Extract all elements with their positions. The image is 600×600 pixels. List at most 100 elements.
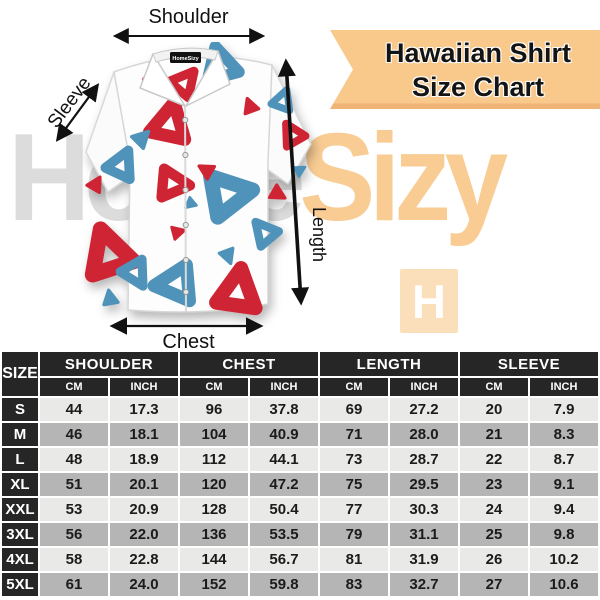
measurement-value: 96 — [178, 396, 250, 423]
size-label: 4XL — [0, 546, 40, 573]
measurement-value: 112 — [178, 446, 250, 473]
measurement-value: 31.9 — [388, 546, 460, 573]
table-row: M 46 18.1 104 40.9 71 28.0 21 8.3 — [0, 421, 600, 448]
unit-header-cm: CM — [318, 376, 390, 398]
measurement-value: 44 — [38, 396, 110, 423]
measurement-value: 71 — [318, 421, 390, 448]
measurement-value: 56.7 — [248, 546, 320, 573]
measurement-value: 26 — [458, 546, 530, 573]
measurement-value: 8.3 — [528, 421, 600, 448]
size-label: M — [0, 421, 40, 448]
measurement-value: 29.5 — [388, 471, 460, 498]
measurement-value: 53 — [38, 496, 110, 523]
measurement-value: 81 — [318, 546, 390, 573]
measurement-value: 24.0 — [108, 571, 180, 598]
measurement-value: 23 — [458, 471, 530, 498]
sleeve-column-header: SLEEVE — [458, 350, 600, 378]
size-label: 3XL — [0, 521, 40, 548]
measurement-value: 27 — [458, 571, 530, 598]
shirt-placket — [184, 105, 187, 313]
measurement-value: 18.9 — [108, 446, 180, 473]
measurement-value: 28.0 — [388, 421, 460, 448]
measurement-value: 152 — [178, 571, 250, 598]
measurement-value: 21 — [458, 421, 530, 448]
shoulder-column-header: SHOULDER — [38, 350, 180, 378]
banner-line-1: Hawaiian Shirt — [384, 37, 572, 68]
measurement-value: 31.1 — [388, 521, 460, 548]
measurement-value: 47.2 — [248, 471, 320, 498]
measurement-value: 79 — [318, 521, 390, 548]
unit-header-cm: CM — [458, 376, 530, 398]
measurement-value: 73 — [318, 446, 390, 473]
measurement-value: 20.1 — [108, 471, 180, 498]
measurement-value: 104 — [178, 421, 250, 448]
measurement-value: 9.8 — [528, 521, 600, 548]
unit-header-inch: INCH — [248, 376, 320, 398]
measurement-value: 53.5 — [248, 521, 320, 548]
banner-line-2: Size Chart — [411, 71, 545, 102]
size-label: 5XL — [0, 571, 40, 598]
title-banner: Hawaiian Shirt Size Chart — [330, 30, 600, 109]
size-label: XL — [0, 471, 40, 498]
measurement-value: 25 — [458, 521, 530, 548]
measurement-value: 18.1 — [108, 421, 180, 448]
table-row: XXL 53 20.9 128 50.4 77 30.3 24 9.4 — [0, 496, 600, 523]
measurement-value: 69 — [318, 396, 390, 423]
size-label: L — [0, 446, 40, 473]
measurement-value: 136 — [178, 521, 250, 548]
shoulder-label: Shoulder — [148, 6, 229, 28]
measurement-value: 24 — [458, 496, 530, 523]
measurement-value: 128 — [178, 496, 250, 523]
chest-column-header: CHEST — [178, 350, 320, 378]
size-column-header: SIZE — [0, 350, 40, 398]
measurement-value: 59.8 — [248, 571, 320, 598]
table-row: L 48 18.9 112 44.1 73 28.7 22 8.7 — [0, 446, 600, 473]
chest-label: Chest — [162, 331, 215, 353]
measurement-value: 56 — [38, 521, 110, 548]
watermark-accent-part: Sizy — [299, 109, 508, 247]
measurement-value: 28.7 — [388, 446, 460, 473]
measurement-value: 17.3 — [108, 396, 180, 423]
length-column-header: LENGTH — [318, 350, 460, 378]
measurement-value: 22 — [458, 446, 530, 473]
measurement-value: 22.0 — [108, 521, 180, 548]
table-row: 5XL 61 24.0 152 59.8 83 32.7 27 10.6 — [0, 571, 600, 598]
measurement-value: 50.4 — [248, 496, 320, 523]
measurement-value: 7.9 — [528, 396, 600, 423]
measurement-value: 77 — [318, 496, 390, 523]
size-label: S — [0, 396, 40, 423]
brand-logo-letter: H — [412, 274, 446, 328]
size-table-section: SIZE SHOULDER CHEST LENGTH SLEEVE CM INC… — [0, 350, 600, 600]
measurement-value: 20.9 — [108, 496, 180, 523]
measurement-value: 44.1 — [248, 446, 320, 473]
table-row: 4XL 58 22.8 144 56.7 81 31.9 26 10.2 — [0, 546, 600, 573]
measurement-value: 9.4 — [528, 496, 600, 523]
measurement-value: 61 — [38, 571, 110, 598]
table-row: 3XL 56 22.0 136 53.5 79 31.1 25 9.8 — [0, 521, 600, 548]
measurement-value: 51 — [38, 471, 110, 498]
shirt-collar: HomeSizy — [139, 47, 231, 107]
measurement-value: 8.7 — [528, 446, 600, 473]
measurement-value: 20 — [458, 396, 530, 423]
measurement-value: 27.2 — [388, 396, 460, 423]
measurement-value: 32.7 — [388, 571, 460, 598]
length-label: Length — [309, 207, 329, 263]
measurement-value: 83 — [318, 571, 390, 598]
unit-header-inch: INCH — [108, 376, 180, 398]
collar-tag — [170, 52, 201, 63]
measurement-value: 144 — [178, 546, 250, 573]
measurement-value: 37.8 — [248, 396, 320, 423]
size-table: SIZE SHOULDER CHEST LENGTH SLEEVE CM INC… — [0, 350, 600, 598]
measurement-value: 9.1 — [528, 471, 600, 498]
table-group-header-row: SIZE SHOULDER CHEST LENGTH SLEEVE — [0, 350, 600, 398]
measurement-value: 75 — [318, 471, 390, 498]
size-label: XXL — [0, 496, 40, 523]
unit-header-cm: CM — [38, 376, 110, 398]
measurement-value: 30.3 — [388, 496, 460, 523]
size-table-body: S 44 17.3 96 37.8 69 27.2 20 7.9 M 46 18.1 104 40.9 71… — [0, 396, 600, 598]
measurement-value: 48 — [38, 446, 110, 473]
table-unit-header-row: CM INCH CM INCH CM INCH CM INCH — [1, 376, 600, 398]
collar-tag-text: HomeSizy — [172, 56, 199, 62]
measurement-value: 58 — [38, 546, 110, 573]
